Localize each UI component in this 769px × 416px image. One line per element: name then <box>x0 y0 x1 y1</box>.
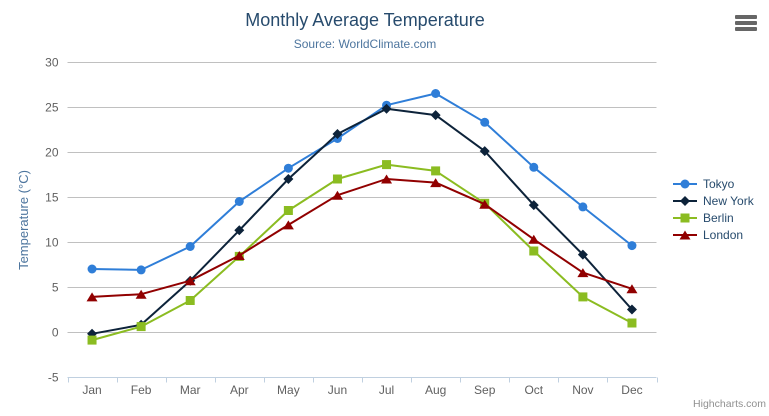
y-axis-tick-label: -5 <box>48 371 59 385</box>
tokyo-point-Feb[interactable] <box>136 265 146 275</box>
new-york-point-Jul[interactable] <box>381 103 392 114</box>
export-menu-button[interactable] <box>734 13 758 35</box>
london-point-Dec[interactable] <box>626 284 638 294</box>
y-axis-tick-label: 10 <box>45 236 59 250</box>
legend-item-tokyo[interactable]: Tokyo <box>672 176 754 192</box>
london-point-Nov[interactable] <box>577 268 589 278</box>
chart-title: Monthly Average Temperature <box>245 10 485 30</box>
tokyo-point-Oct[interactable] <box>529 162 539 172</box>
london-point-Jul[interactable] <box>381 174 393 184</box>
new-york-point-Jun[interactable] <box>332 129 343 139</box>
triangle-marker-icon <box>673 230 697 240</box>
x-axis-category-label: Aug <box>425 383 446 397</box>
x-axis-category-label: Sep <box>474 383 496 397</box>
x-axis-category-label: Feb <box>131 383 152 397</box>
berlin-point-Feb[interactable] <box>136 322 146 332</box>
y-axis-title: Temperature (°C) <box>16 170 31 270</box>
hamburger-menu-icon <box>735 15 757 31</box>
y-axis-tick-label: 25 <box>45 101 59 115</box>
london-point-Mar[interactable] <box>184 276 196 286</box>
london-point-Aug[interactable] <box>430 178 442 188</box>
chart-subtitle: Source: WorldClimate.com <box>293 37 437 51</box>
new-york-point-Aug[interactable] <box>430 110 441 121</box>
y-axis-tick-label: 15 <box>45 191 59 205</box>
x-axis-category-label: Jul <box>379 383 394 397</box>
london-point-Oct[interactable] <box>528 234 540 244</box>
x-axis-category-label: May <box>277 383 300 397</box>
tokyo-point-Jan[interactable] <box>87 264 97 274</box>
berlin-point-May[interactable] <box>283 206 293 215</box>
y-axis-labels: -5 0 5 10 15 20 25 30 <box>45 56 59 385</box>
x-axis: Jan Feb Mar Apr May Jun Jul Aug Sep Oct Nov Dec <box>67 377 658 397</box>
x-axis-category-label: Apr <box>230 383 249 397</box>
new-york-point-Nov[interactable] <box>577 249 588 260</box>
berlin-point-Mar[interactable] <box>185 296 195 305</box>
legend-item-label: New York <box>703 194 754 208</box>
y-axis-tick-label: 5 <box>52 281 59 295</box>
circle-marker-icon <box>673 179 697 189</box>
legend-item-berlin[interactable]: Berlin <box>672 210 754 226</box>
legend-item-new-york[interactable]: New York <box>672 193 754 209</box>
x-axis-category-label: Mar <box>180 383 201 397</box>
series-new-york <box>87 103 637 339</box>
london-point-May[interactable] <box>282 220 294 230</box>
london-point-Feb[interactable] <box>135 289 147 299</box>
london-point-Sep[interactable] <box>479 199 491 209</box>
legend-item-label: Tokyo <box>703 177 735 191</box>
x-axis-category-label: Jun <box>328 383 347 397</box>
credits-link[interactable]: Highcharts.com <box>693 398 766 410</box>
x-axis-category-label: Nov <box>572 383 593 397</box>
tokyo-point-Aug[interactable] <box>431 89 441 98</box>
london-point-Apr[interactable] <box>233 251 245 260</box>
series-london <box>86 174 638 302</box>
berlin-point-Jun[interactable] <box>332 174 342 184</box>
y-axis-tick-label: 0 <box>52 326 59 340</box>
berlin-point-Jan[interactable] <box>87 335 97 345</box>
square-marker-icon <box>673 213 697 223</box>
tokyo-point-Apr[interactable] <box>234 197 244 206</box>
legend-item-london[interactable]: London <box>672 227 754 243</box>
new-york-point-Dec[interactable] <box>626 304 637 315</box>
london-point-Jan[interactable] <box>86 292 98 302</box>
berlin-point-Dec[interactable] <box>627 318 637 328</box>
series-line <box>91 107 633 335</box>
y-gridlines <box>67 62 657 378</box>
new-york-point-Sep[interactable] <box>479 146 490 157</box>
legend-item-label: Berlin <box>703 211 734 225</box>
series-line <box>91 178 633 298</box>
london-point-Jun[interactable] <box>331 190 343 200</box>
x-axis-category-label: Dec <box>621 383 642 397</box>
legend-item-label: London <box>703 228 744 242</box>
berlin-point-Jul[interactable] <box>382 160 392 170</box>
new-york-point-Apr[interactable] <box>234 225 245 236</box>
berlin-point-Oct[interactable] <box>529 246 539 256</box>
tokyo-point-Sep[interactable] <box>480 117 490 127</box>
x-axis-category-label: Oct <box>524 383 543 397</box>
series-tokyo <box>87 89 637 275</box>
tokyo-point-Dec[interactable] <box>627 241 637 251</box>
series-line <box>91 92 633 271</box>
new-york-point-Oct[interactable] <box>528 200 539 211</box>
series-line <box>91 163 633 342</box>
y-axis-tick-label: 20 <box>45 146 59 160</box>
tokyo-point-May[interactable] <box>283 163 293 173</box>
legend: Tokyo New York Berlin London <box>672 176 754 243</box>
berlin-point-Aug[interactable] <box>431 166 441 176</box>
tokyo-point-Nov[interactable] <box>578 202 588 212</box>
tokyo-point-Mar[interactable] <box>185 242 195 251</box>
new-york-point-May[interactable] <box>283 174 294 184</box>
berlin-point-Nov[interactable] <box>578 292 588 302</box>
diamond-marker-icon <box>673 196 697 206</box>
y-axis-tick-label: 30 <box>45 56 59 70</box>
x-axis-category-label: Jan <box>82 383 101 397</box>
